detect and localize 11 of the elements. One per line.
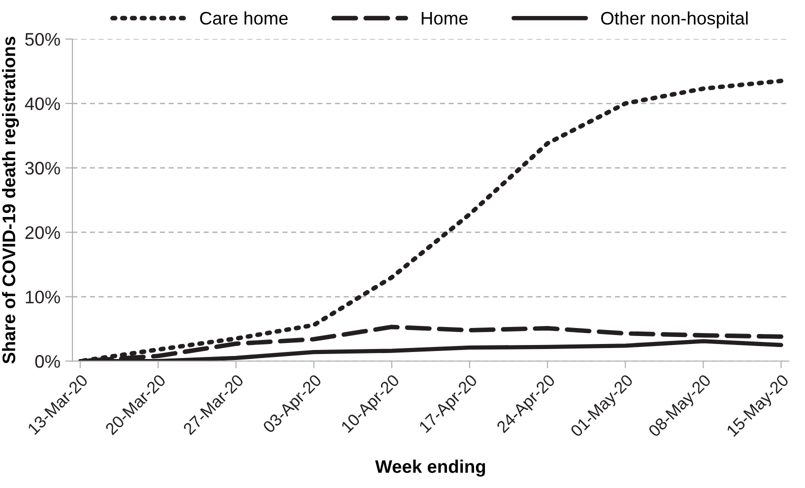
y-tick-label: 30%	[25, 162, 60, 175]
legend-label: Other non-hospital	[601, 11, 748, 28]
y-tick-label: 50%	[25, 32, 60, 46]
y-tick-label: 20%	[25, 226, 60, 240]
y-tick-label: 40%	[24, 97, 60, 110]
y-tick-label: 0%	[35, 355, 60, 368]
y-tick-label: 10%	[26, 290, 60, 304]
x-axis-title: Week ending	[375, 460, 485, 477]
y-axis-title: Share of COVID-19 death registrations	[2, 36, 19, 364]
legend-label: Care home	[200, 11, 288, 25]
legend-label: Home	[422, 12, 468, 25]
